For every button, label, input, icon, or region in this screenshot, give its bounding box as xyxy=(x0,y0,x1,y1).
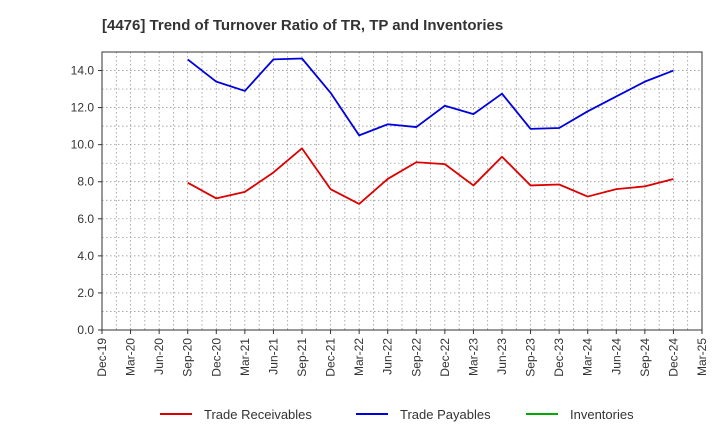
legend-label-inventories: Inventories xyxy=(570,407,634,422)
x-tick-label: Mar-23 xyxy=(466,338,480,376)
x-tick-label: Jun-24 xyxy=(609,338,623,375)
y-tick-label: 10.0 xyxy=(71,138,95,152)
x-tick-label: Jun-22 xyxy=(381,338,395,375)
legend: Trade Receivables Trade Payables Inventori… xyxy=(160,407,634,422)
y-tick-label: 4.0 xyxy=(77,249,94,263)
x-axis-ticks: Dec-19 Mar-20 Jun-20 Sep-20 Dec-20 Mar-21 Jun-… xyxy=(95,330,709,377)
legend-label-trade-payables: Trade Payables xyxy=(400,407,491,422)
x-tick-label: Jun-23 xyxy=(495,338,509,375)
plot-frame xyxy=(101,51,703,331)
y-tick-label: 2.0 xyxy=(77,286,94,300)
x-tick-label: Sep-24 xyxy=(638,338,652,377)
x-tick-label: Sep-20 xyxy=(181,338,195,377)
x-tick-label: Dec-20 xyxy=(209,338,223,377)
y-tick-label: 14.0 xyxy=(71,64,95,78)
x-tick-label: Sep-21 xyxy=(295,338,309,377)
x-tick-label: Mar-20 xyxy=(124,338,138,376)
x-tick-label: Mar-24 xyxy=(581,338,595,376)
x-tick-label: Dec-24 xyxy=(666,338,680,377)
series-lines xyxy=(187,57,674,205)
y-tick-label: 6.0 xyxy=(77,212,94,226)
x-tick-label: Dec-19 xyxy=(95,338,109,377)
x-tick-label: Dec-21 xyxy=(324,338,338,377)
x-tick-label: Mar-22 xyxy=(352,338,366,376)
x-tick-label: Mar-21 xyxy=(238,338,252,376)
x-tick-label: Sep-22 xyxy=(409,338,423,377)
x-tick-label: Dec-22 xyxy=(438,338,452,377)
series-line-trade-receivables xyxy=(187,147,674,205)
x-tick-label: Sep-23 xyxy=(524,338,538,377)
grid xyxy=(101,52,703,330)
x-tick-label: Dec-23 xyxy=(552,338,566,377)
x-tick-label: Jun-20 xyxy=(152,338,166,375)
legend-label-trade-receivables: Trade Receivables xyxy=(204,407,312,422)
y-tick-label: 12.0 xyxy=(71,101,95,115)
y-tick-label: 8.0 xyxy=(77,175,94,189)
y-axis-ticks: 0.0 2.0 4.0 6.0 8.0 10.0 12.0 14.0 xyxy=(71,64,102,337)
chart-title: [4476] Trend of Turnover Ratio of TR, TP… xyxy=(102,17,503,34)
x-tick-label: Mar-25 xyxy=(695,338,709,376)
series-line-trade-payables xyxy=(187,57,674,137)
x-tick-label: Jun-21 xyxy=(266,338,280,375)
y-tick-label: 0.0 xyxy=(77,323,94,337)
